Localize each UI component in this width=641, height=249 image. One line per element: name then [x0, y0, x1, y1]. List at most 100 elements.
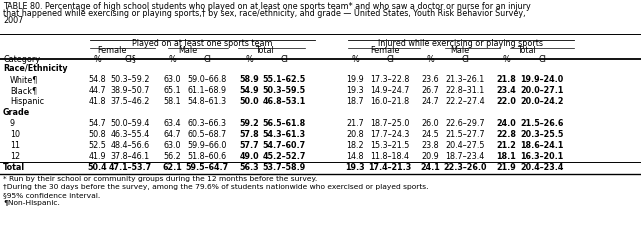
Text: 14.8: 14.8 — [346, 152, 363, 161]
Text: 59.9–66.0: 59.9–66.0 — [187, 141, 227, 150]
Text: ¶Non-Hispanic.: ¶Non-Hispanic. — [3, 200, 60, 206]
Text: 56.5–61.8: 56.5–61.8 — [262, 119, 306, 128]
Text: 20.3–25.5: 20.3–25.5 — [520, 130, 563, 139]
Text: 11.8–18.4: 11.8–18.4 — [370, 152, 410, 161]
Text: %: % — [93, 55, 101, 63]
Text: 18.7–23.4: 18.7–23.4 — [445, 152, 485, 161]
Text: 56.3: 56.3 — [239, 163, 259, 172]
Text: 11: 11 — [10, 141, 20, 150]
Text: 14.9–24.7: 14.9–24.7 — [370, 86, 410, 95]
Text: %: % — [426, 55, 434, 63]
Text: 55.1–62.5: 55.1–62.5 — [262, 75, 306, 84]
Text: 21.9: 21.9 — [496, 163, 516, 172]
Text: 18.6–24.1: 18.6–24.1 — [520, 141, 563, 150]
Text: Played on at least one sports team: Played on at least one sports team — [132, 39, 273, 48]
Text: 17.3–22.8: 17.3–22.8 — [370, 75, 410, 84]
Text: 37.5–46.2: 37.5–46.2 — [110, 97, 150, 106]
Text: 22.0: 22.0 — [496, 97, 516, 106]
Text: CI: CI — [386, 55, 394, 63]
Text: 63.4: 63.4 — [163, 119, 181, 128]
Text: 12: 12 — [10, 152, 20, 161]
Text: 54.8: 54.8 — [88, 75, 106, 84]
Text: 38.9–50.7: 38.9–50.7 — [110, 86, 150, 95]
Text: Female: Female — [97, 46, 127, 55]
Text: 50.8: 50.8 — [88, 130, 106, 139]
Text: 26.7: 26.7 — [421, 86, 439, 95]
Text: CI: CI — [203, 55, 211, 63]
Text: 21.2: 21.2 — [496, 141, 516, 150]
Text: 19.9–24.0: 19.9–24.0 — [520, 75, 563, 84]
Text: 46.8–53.1: 46.8–53.1 — [262, 97, 306, 106]
Text: Total: Total — [517, 46, 535, 55]
Text: 63.0: 63.0 — [163, 141, 181, 150]
Text: 56.2: 56.2 — [163, 152, 181, 161]
Text: 22.8–31.1: 22.8–31.1 — [445, 86, 485, 95]
Text: Hispanic: Hispanic — [10, 97, 44, 106]
Text: 41.8: 41.8 — [88, 97, 106, 106]
Text: 23.4: 23.4 — [496, 86, 516, 95]
Text: Male: Male — [451, 46, 470, 55]
Text: %: % — [351, 55, 359, 63]
Text: 54.8–61.3: 54.8–61.3 — [187, 97, 226, 106]
Text: 54.7–60.7: 54.7–60.7 — [262, 141, 306, 150]
Text: Male: Male — [178, 46, 197, 55]
Text: 59.2: 59.2 — [239, 119, 259, 128]
Text: 20.4–27.5: 20.4–27.5 — [445, 141, 485, 150]
Text: * Run by their school or community groups during the 12 months before the survey: * Run by their school or community group… — [3, 176, 317, 182]
Text: 54.3–61.3: 54.3–61.3 — [262, 130, 306, 139]
Text: 50.0: 50.0 — [239, 97, 259, 106]
Text: 19.3: 19.3 — [346, 86, 364, 95]
Text: 58.9: 58.9 — [239, 75, 259, 84]
Text: 22.8: 22.8 — [496, 130, 516, 139]
Text: 21.5–26.6: 21.5–26.6 — [520, 119, 563, 128]
Text: 62.1: 62.1 — [162, 163, 182, 172]
Text: 21.3–26.1: 21.3–26.1 — [445, 75, 485, 84]
Text: CI§: CI§ — [124, 55, 136, 63]
Text: 50.4: 50.4 — [87, 163, 107, 172]
Text: 64.7: 64.7 — [163, 130, 181, 139]
Text: 19.3: 19.3 — [345, 163, 365, 172]
Text: 20.8: 20.8 — [346, 130, 364, 139]
Text: 57.8: 57.8 — [239, 130, 259, 139]
Text: 26.0: 26.0 — [421, 119, 439, 128]
Text: 61.1–68.9: 61.1–68.9 — [187, 86, 226, 95]
Text: †During the 30 days before the survey, among the 79.6% of students nationwide wh: †During the 30 days before the survey, a… — [3, 184, 428, 190]
Text: Total: Total — [254, 46, 273, 55]
Text: 20.0–27.1: 20.0–27.1 — [520, 86, 563, 95]
Text: 58.1: 58.1 — [163, 97, 181, 106]
Text: 44.7: 44.7 — [88, 86, 106, 95]
Text: Grade: Grade — [3, 108, 30, 117]
Text: 53.7–58.9: 53.7–58.9 — [262, 163, 306, 172]
Text: Race/Ethnicity: Race/Ethnicity — [3, 64, 67, 73]
Text: 46.3–55.4: 46.3–55.4 — [110, 130, 149, 139]
Text: 50.3–59.5: 50.3–59.5 — [262, 86, 306, 95]
Text: 63.0: 63.0 — [163, 75, 181, 84]
Text: 22.6–29.7: 22.6–29.7 — [445, 119, 485, 128]
Text: 18.7–25.0: 18.7–25.0 — [370, 119, 410, 128]
Text: 60.3–66.3: 60.3–66.3 — [188, 119, 226, 128]
Text: 45.2–52.7: 45.2–52.7 — [262, 152, 306, 161]
Text: 52.5: 52.5 — [88, 141, 106, 150]
Text: 59.5–64.7: 59.5–64.7 — [185, 163, 229, 172]
Text: White¶: White¶ — [10, 75, 38, 84]
Text: CI: CI — [280, 55, 288, 63]
Text: 48.4–56.6: 48.4–56.6 — [110, 141, 149, 150]
Text: 24.5: 24.5 — [421, 130, 439, 139]
Text: 17.7–24.3: 17.7–24.3 — [370, 130, 410, 139]
Text: 20.9: 20.9 — [421, 152, 439, 161]
Text: 65.1: 65.1 — [163, 86, 181, 95]
Text: 24.7: 24.7 — [421, 97, 439, 106]
Text: 59.0–66.8: 59.0–66.8 — [187, 75, 227, 84]
Text: 18.7: 18.7 — [346, 97, 364, 106]
Text: 17.4–21.3: 17.4–21.3 — [369, 163, 412, 172]
Text: Black¶: Black¶ — [10, 86, 37, 95]
Text: §95% confidence interval.: §95% confidence interval. — [3, 192, 100, 198]
Text: Total: Total — [3, 163, 25, 172]
Text: 2007: 2007 — [3, 16, 23, 25]
Text: 37.8–46.1: 37.8–46.1 — [110, 152, 149, 161]
Text: 23.6: 23.6 — [421, 75, 439, 84]
Text: 51.8–60.6: 51.8–60.6 — [187, 152, 226, 161]
Text: 21.7: 21.7 — [346, 119, 364, 128]
Text: 60.5–68.7: 60.5–68.7 — [187, 130, 227, 139]
Text: 20.4–23.4: 20.4–23.4 — [520, 163, 563, 172]
